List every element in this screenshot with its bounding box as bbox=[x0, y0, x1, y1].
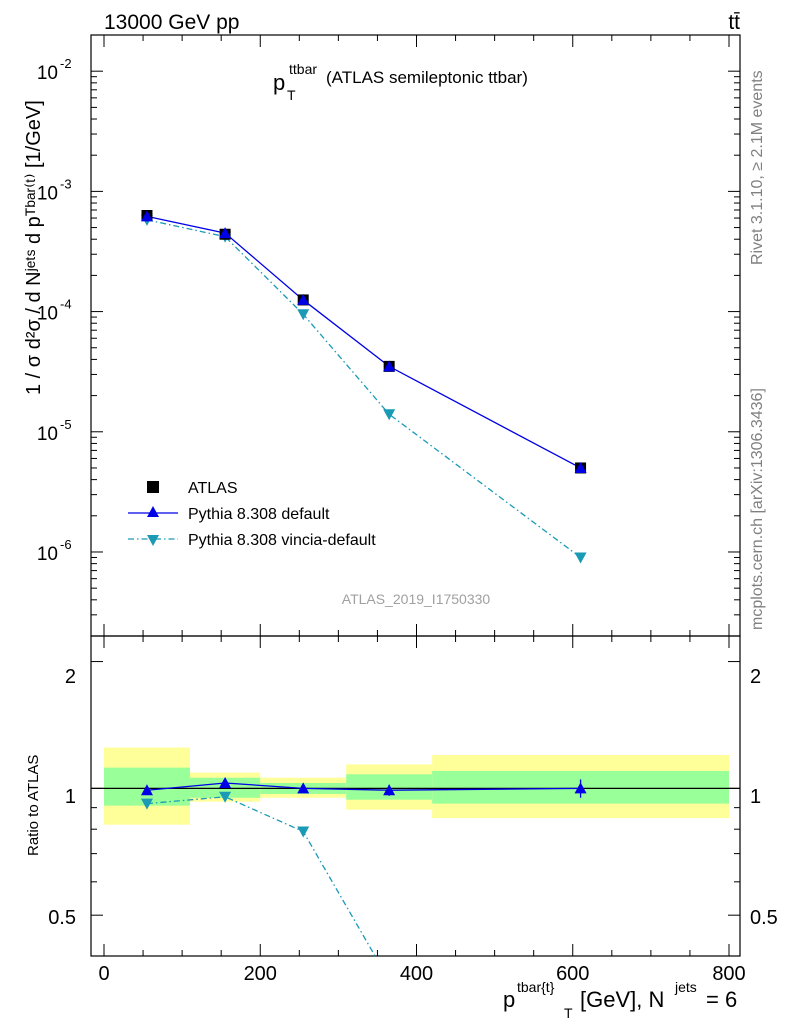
ratio-vincia-point bbox=[297, 826, 310, 838]
legend-atlas-label: ATLAS bbox=[188, 480, 238, 497]
main-ytick-labels: 10-210-310-410-510-6 bbox=[37, 56, 72, 565]
ratio-axis-ticks bbox=[91, 636, 740, 957]
main-ylabel: 1 / σ d²σ / d Nʲᵉᵗˢ d pᵀᵇᵃʳ⁽ᵗ⁾ [1/GeV] bbox=[23, 100, 45, 395]
main-title-sup: ttbar bbox=[289, 61, 317, 77]
main-ytick-label-exp: -2 bbox=[60, 56, 72, 71]
legend-atlas-marker bbox=[147, 481, 159, 493]
ratio-series-layer bbox=[140, 776, 587, 957]
vincia-point bbox=[297, 309, 310, 321]
ratio-ytick-right-0.5: 0.5 bbox=[750, 907, 778, 929]
header-left: 13000 GeV pp bbox=[104, 11, 239, 34]
xtick-label: 200 bbox=[244, 963, 277, 985]
ratio-panel-frame bbox=[90, 635, 741, 957]
main-title-tail: (ATLAS semileptonic ttbar) bbox=[326, 68, 528, 87]
xtick-label: 0 bbox=[98, 963, 109, 985]
main-ytick-label-exp: -6 bbox=[60, 537, 72, 552]
xlabel-symbol: p bbox=[503, 987, 515, 1012]
default-point bbox=[219, 227, 232, 239]
main-ytick-label-exp: -3 bbox=[60, 176, 72, 191]
xtick-labels: 0 200 400 600 800 bbox=[98, 963, 745, 985]
ratio-vincia-point bbox=[140, 798, 153, 810]
main-ytick-label-base: 10 bbox=[37, 63, 58, 84]
legend-vincia-marker bbox=[147, 535, 159, 546]
rivet-version-label: Rivet 3.1.10, ≥ 2.1M events bbox=[749, 70, 766, 265]
main-ytick-label-base: 10 bbox=[37, 304, 58, 325]
xtick-label: 800 bbox=[712, 963, 745, 985]
ratio-ytick-right-2: 2 bbox=[750, 666, 761, 688]
main-series-layer bbox=[140, 210, 587, 564]
main-ytick-label-base: 10 bbox=[37, 544, 58, 565]
default-point bbox=[574, 461, 587, 473]
default-point bbox=[383, 360, 396, 372]
default-point bbox=[297, 293, 310, 305]
ratio-vincia-point bbox=[219, 791, 232, 803]
main-ytick-label-exp: -4 bbox=[60, 297, 72, 312]
ratio-default-point bbox=[140, 784, 153, 796]
xaxis-label: p tbar{t} T [GeV], N jets = 6 bbox=[503, 979, 737, 1021]
legend: ATLAS Pythia 8.308 default Pythia 8.308 … bbox=[128, 480, 376, 549]
main-panel: 10-210-310-410-510-6 p ttbar T (ATLAS se… bbox=[23, 34, 741, 637]
series-line-default bbox=[146, 215, 581, 469]
ratio-panel: Ratio to ATLAS 2 1 0.5 2 1 0.5 bbox=[25, 635, 778, 957]
ratio-default-point bbox=[297, 782, 310, 794]
vincia-point bbox=[383, 409, 396, 421]
ratio-default-point bbox=[219, 776, 232, 788]
xlabel-mid: [GeV], N bbox=[580, 987, 664, 1012]
default-point bbox=[140, 210, 153, 222]
xtick-label: 600 bbox=[556, 963, 589, 985]
xlabel-sup: tbar{t} bbox=[517, 979, 555, 995]
main-ytick-label-exp: -5 bbox=[60, 417, 72, 432]
ratio-ytick-2: 2 bbox=[65, 666, 76, 688]
main-axis-ticks bbox=[91, 34, 740, 637]
header-right: tt̄ bbox=[728, 11, 740, 34]
main-title-symbol: p bbox=[273, 70, 285, 95]
ratio-ytick-right-1: 1 bbox=[750, 786, 761, 808]
main-ytick-label-base: 10 bbox=[37, 424, 58, 445]
xtick-label: 400 bbox=[400, 963, 433, 985]
mcplots-label: mcplots.cern.ch [arXiv:1306.3436] bbox=[749, 388, 766, 630]
legend-default-label: Pythia 8.308 default bbox=[188, 506, 330, 523]
xlabel-sup2: jets bbox=[674, 979, 697, 995]
legend-vincia-label: Pythia 8.308 vincia-default bbox=[188, 532, 376, 549]
main-ytick-label-base: 10 bbox=[37, 183, 58, 204]
analysis-watermark: ATLAS_2019_I1750330 bbox=[342, 591, 491, 607]
xlabel-tail: = 6 bbox=[706, 987, 737, 1012]
ratio-ytick-1: 1 bbox=[65, 786, 76, 808]
xlabel-sub: T bbox=[564, 1005, 573, 1021]
vincia-point bbox=[574, 552, 587, 564]
ratio-ylabel: Ratio to ATLAS bbox=[25, 755, 42, 856]
ratio-ytick-0.5: 0.5 bbox=[48, 907, 76, 929]
main-title-sub: T bbox=[287, 87, 296, 103]
legend-default-marker bbox=[147, 506, 159, 517]
